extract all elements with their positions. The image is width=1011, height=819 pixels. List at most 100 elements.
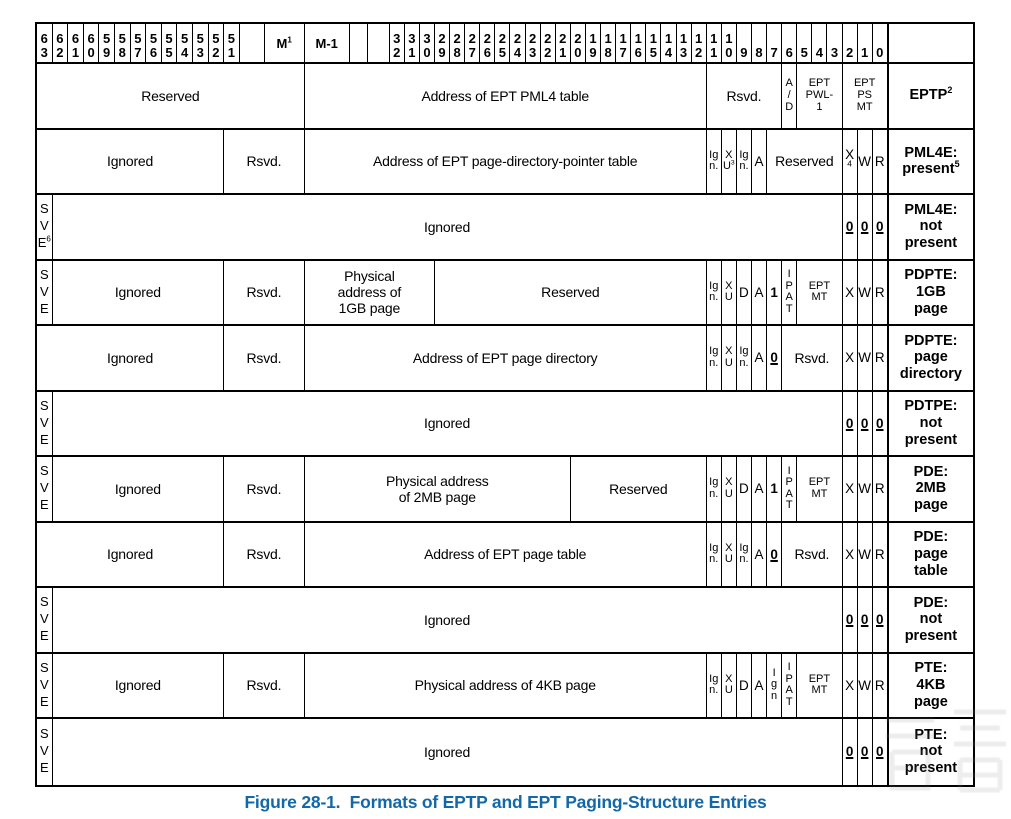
pdpte-1gb-page-reserved: Reserved	[435, 260, 707, 324]
pte-not-present-0: 0	[843, 719, 858, 785]
pte-not-present-0: 0	[858, 719, 873, 785]
pdpte-page-directory-r: R	[873, 326, 888, 390]
pte-4kb-page-x: X	[843, 653, 858, 717]
pde-page-table-r: R	[873, 522, 888, 586]
row-label-pde-2mb-page: PDE: 2MB page	[887, 457, 973, 521]
pdtpe-not-present-ignored: Ignored	[53, 391, 843, 455]
pdtpe-not-present-0: 0	[843, 391, 858, 455]
pte-4kb-page-ignored: Ignored	[53, 653, 225, 717]
pdpte-1gb-page-ig: Ig n.	[707, 260, 722, 324]
pml4e-present-ig: Ig n.	[737, 129, 752, 193]
pml4e-present-reserved: Reserved	[767, 129, 843, 193]
pde-page-table-a: A	[752, 522, 768, 586]
pml4e-not-present-0: 0	[843, 195, 858, 259]
pde-2mb-page-reserved: Reserved	[571, 457, 707, 521]
pde-not-present-ignored: Ignored	[53, 588, 843, 652]
pml4e-present-a: A	[752, 129, 768, 193]
row-pdtpe-not-present: S V E Ignored 0 0 0 PDTPE: not present	[37, 391, 973, 457]
pde-2mb-page-x: X	[843, 457, 858, 521]
header-gap-c	[368, 24, 390, 62]
bit-header-1: 1	[858, 24, 873, 62]
header-m1: M1	[265, 24, 305, 62]
pdpte-page-directory-x: X	[843, 326, 858, 390]
pdpte-1gb-page-w: W	[858, 260, 873, 324]
pdpte-page-directory-address-of-ept-page-directory: Address of EPT page directory	[305, 326, 707, 390]
pde-page-table-ignored: Ignored	[37, 522, 225, 586]
row-label-pdtpe-not-present: PDTPE: not present	[887, 391, 973, 455]
bit-header-3: 3	[827, 24, 843, 62]
header-m-minus-1: M-1	[305, 24, 350, 62]
row-label-pml4e-present: PML4E: present5	[887, 129, 973, 193]
row-label-pdpte-page-directory: PDPTE: page directory	[887, 326, 973, 390]
header-gap-b	[350, 24, 368, 62]
pdpte-1gb-page-rsvd: Rsvd.	[224, 260, 305, 324]
pdpte-page-directory-ig: Ig n.	[707, 326, 722, 390]
pml4e-present-r: R	[873, 129, 888, 193]
pdpte-page-directory-w: W	[858, 326, 873, 390]
eptp-ept: EPT PWL- 1	[797, 64, 843, 128]
bit-header-9: 9	[737, 24, 752, 62]
pdpte-1gb-page-physical: Physical address of 1GB page	[305, 260, 435, 324]
pte-not-present-ignored: Ignored	[53, 719, 843, 785]
row-pde-2mb-page: S V E Ignored Rsvd. Physical address of 2MB pa…	[37, 457, 973, 523]
row-pml4e-not-present: S V E6 Ignored 0 0 0 PML4E: not present	[37, 195, 973, 261]
pte-4kb-page-a: A	[752, 653, 768, 717]
pml4e-present-x: X U3	[722, 129, 737, 193]
pdpte-1gb-page-a: A	[752, 260, 768, 324]
pte-4kb-page-physical-address-of-4kb-page: Physical address of 4KB page	[305, 653, 707, 717]
pdtpe-not-present-0: 0	[858, 391, 873, 455]
bit-header-8: 8	[752, 24, 768, 62]
bit-header-0: 0	[873, 24, 888, 62]
pde-2mb-page-physical-address: Physical address of 2MB page	[305, 457, 571, 521]
pde-page-table-0: 0	[767, 522, 783, 586]
eptp-rsvd: Rsvd.	[707, 64, 783, 128]
bit-header-5: 5	[797, 24, 813, 62]
bit-header-4: 4	[812, 24, 828, 62]
pde-2mb-page-rsvd: Rsvd.	[224, 457, 305, 521]
pml4e-not-present-s: S V E6	[37, 195, 53, 259]
pde-page-table-rsvd: Rsvd.	[782, 522, 843, 586]
pde-2mb-page-ig: Ig n.	[707, 457, 722, 521]
bit-header-2: 2	[843, 24, 858, 62]
pde-page-table-x: X	[843, 522, 858, 586]
row-pte-not-present: S V E Ignored 0 0 0 PTE: not present	[37, 719, 973, 785]
pml4e-not-present-0: 0	[873, 195, 888, 259]
row-pdpte-1gb-page: S V E Ignored Rsvd. Physical address of 1GB pag…	[37, 260, 973, 326]
row-label-pte-4kb-page: PTE: 4KB page	[887, 653, 973, 717]
row-pde-not-present: S V E Ignored 0 0 0 PDE: not present	[37, 588, 973, 654]
row-pte-4kb-page: S V E Ignored Rsvd. Physical address of 4KB p…	[37, 653, 973, 719]
pte-4kb-page-ept: EPT MT	[797, 653, 843, 717]
eptp-reserved: Reserved	[37, 64, 305, 128]
pdpte-page-directory-ig: Ig n.	[737, 326, 752, 390]
pde-not-present-0: 0	[843, 588, 858, 652]
row-pde-page-table: Ignored Rsvd. Address of EPT page table Ig n…	[37, 522, 973, 588]
pdpte-1gb-page-x: X	[843, 260, 858, 324]
pde-not-present-0: 0	[873, 588, 888, 652]
